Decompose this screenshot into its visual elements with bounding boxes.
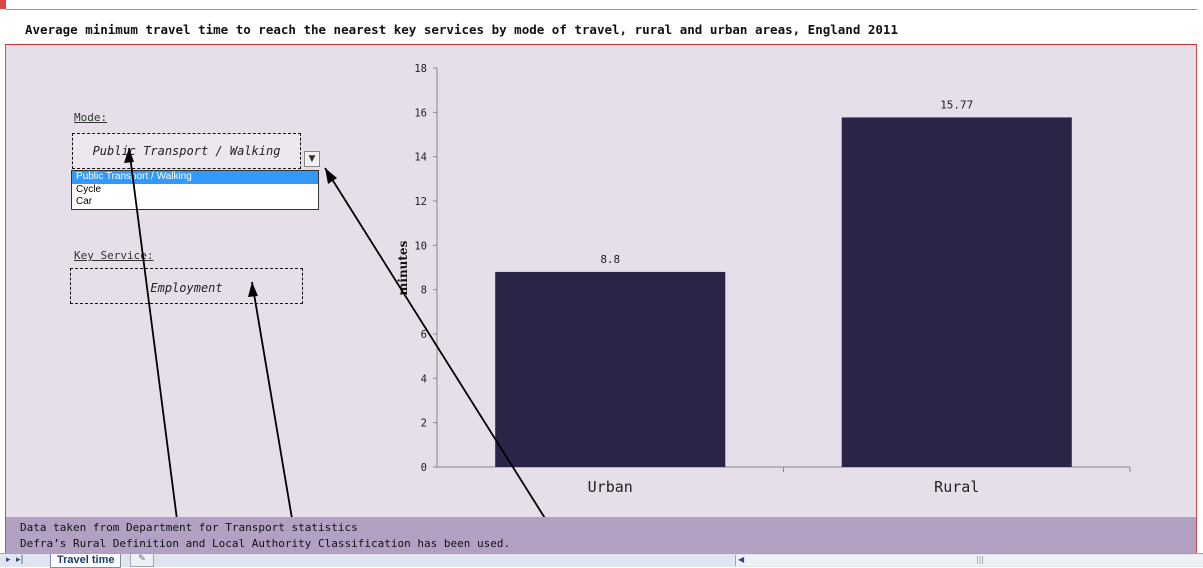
y-axis-label: minutes (396, 240, 410, 295)
scroll-left-icon[interactable]: ◀ (738, 555, 745, 564)
source-note-line-2: Defra’s Rural Definition and Local Autho… (20, 537, 511, 550)
mode-label: Mode: (74, 111, 108, 124)
y-tick-label: 18 (414, 63, 427, 75)
y-tick-label: 14 (414, 152, 427, 164)
insert-sheet-icon[interactable]: ✎ (130, 554, 154, 567)
x-category-label: Urban (588, 478, 633, 496)
title-bar: Average minimum travel time to reach the… (5, 9, 1197, 45)
x-category-label: Rural (934, 478, 979, 496)
sheet-nav-next-icon[interactable]: ▸ (6, 555, 11, 565)
sheet-tab-bar: ▸ ▸| Travel time ✎ ◀ ||| (0, 553, 1203, 568)
y-tick-label: 12 (414, 196, 427, 208)
y-tick-label: 16 (414, 107, 427, 119)
y-tick-label: 10 (414, 240, 427, 252)
y-tick-label: 6 (421, 329, 427, 341)
y-tick-label: 2 (421, 418, 427, 430)
source-note-line-1: Data taken from Department for Transport… (20, 521, 358, 534)
chevron-down-icon: ▼ (308, 154, 316, 164)
y-tick-label: 8 (421, 285, 427, 297)
mode-dropdown-button[interactable]: ▼ (304, 151, 320, 167)
bar-data-label: 8.8 (600, 253, 620, 266)
chart-title: Average minimum travel time to reach the… (25, 22, 898, 37)
y-tick-label: 4 (421, 373, 427, 385)
window-edge-accent (0, 0, 6, 9)
horizontal-scrollbar[interactable]: ◀ ||| (735, 555, 1203, 566)
sheet-nav-last-icon[interactable]: ▸| (16, 555, 24, 565)
source-note-footer: Data taken from Department for Transport… (5, 517, 1197, 553)
scroll-thumb-grip[interactable]: ||| (976, 555, 985, 564)
bar-rural (841, 117, 1072, 467)
mode-option-car[interactable]: Car (76, 196, 93, 207)
bar-urban (495, 271, 726, 467)
y-tick-label: 0 (421, 462, 427, 474)
bar-data-label: 15.77 (940, 98, 973, 111)
mode-option-cycle[interactable]: Cycle (76, 183, 102, 195)
